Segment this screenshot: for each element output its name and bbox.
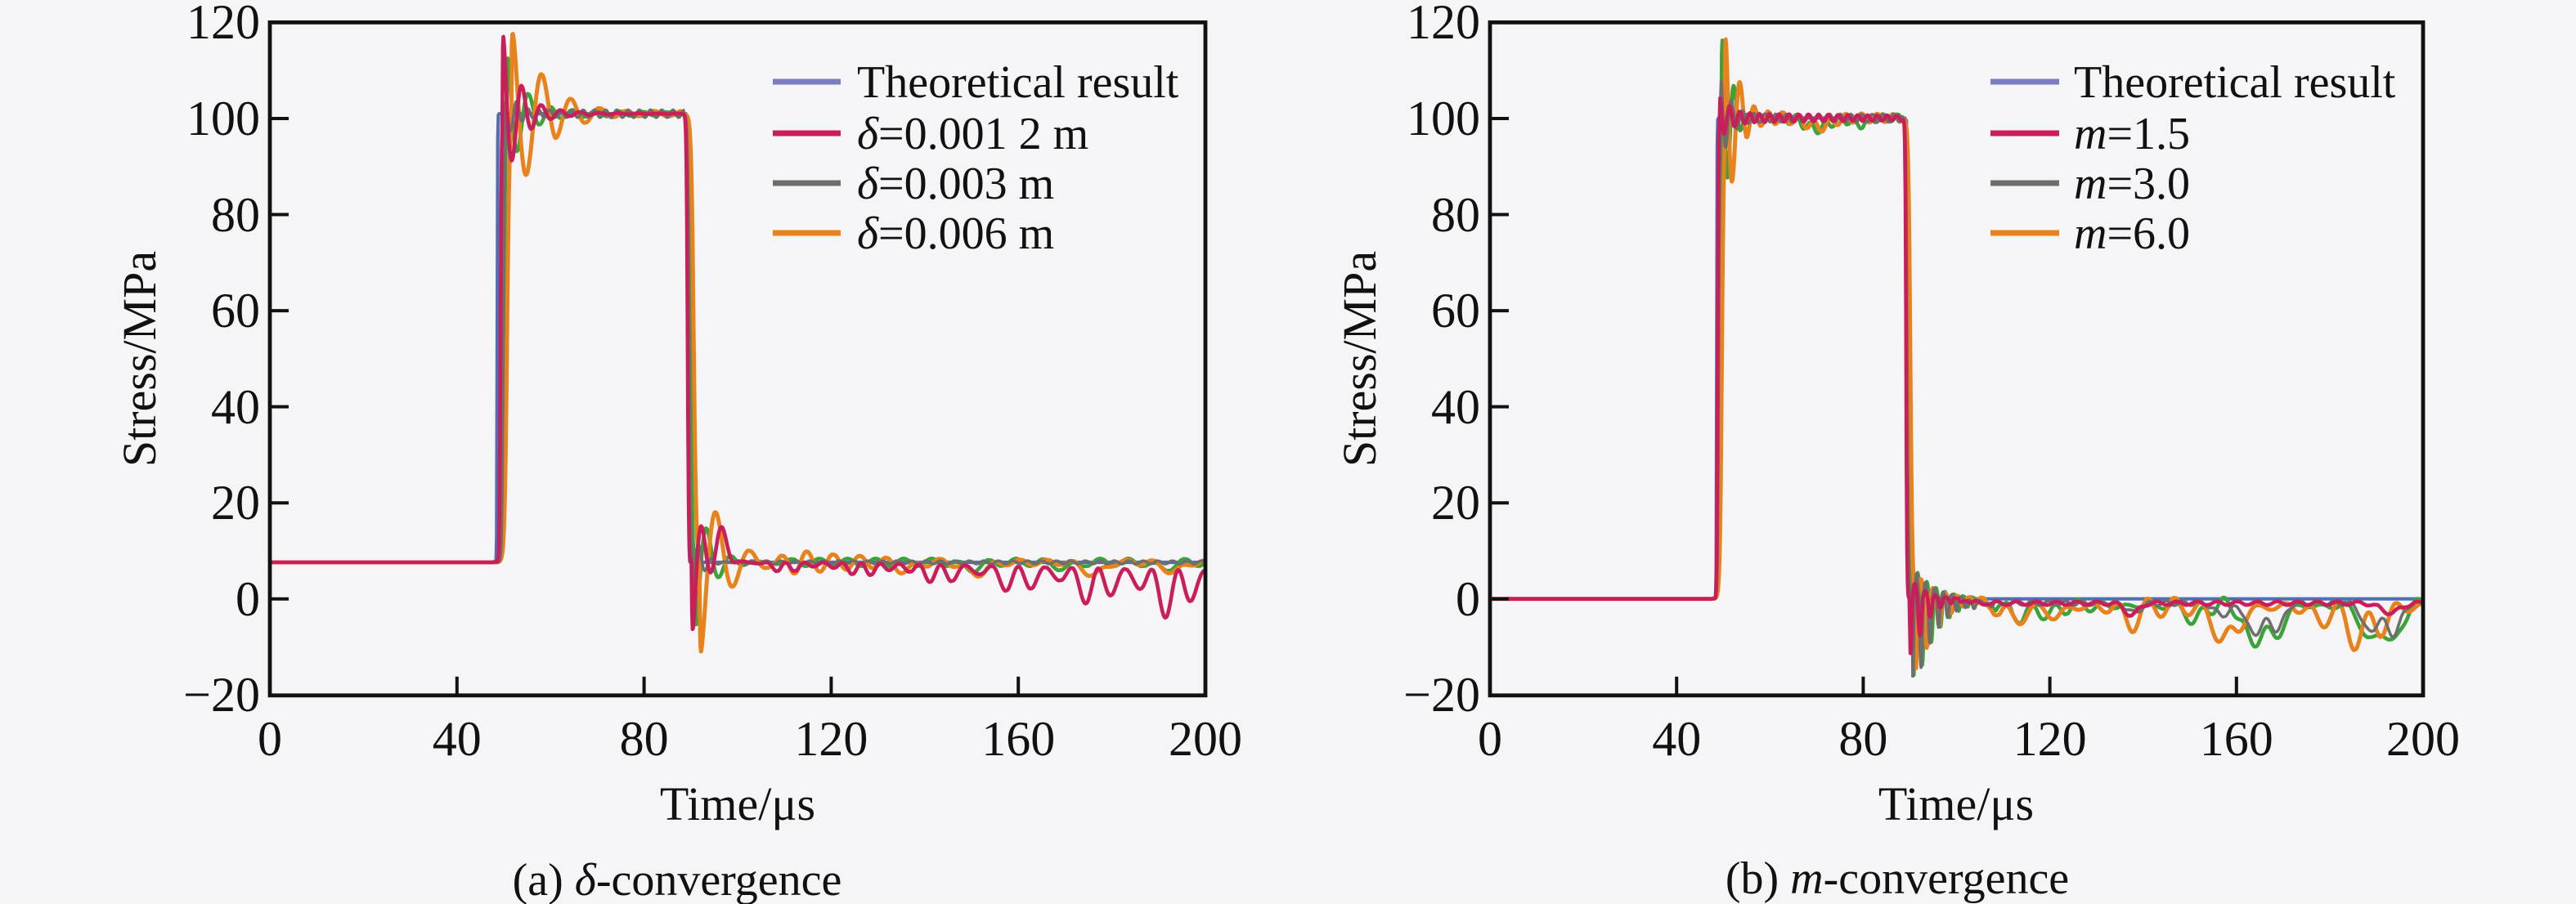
svg-text:0: 0 (258, 712, 282, 766)
svg-text:40: 40 (1431, 380, 1480, 434)
svg-text:0: 0 (236, 572, 260, 626)
svg-text:160: 160 (981, 712, 1055, 766)
svg-text:Time/μs: Time/μs (660, 777, 815, 830)
svg-text:(b) m-convergence: (b) m-convergence (1726, 853, 2069, 904)
svg-text:120: 120 (2013, 712, 2087, 766)
svg-text:200: 200 (2386, 712, 2460, 766)
svg-text:(a) δ-convergence: (a) δ-convergence (513, 855, 842, 904)
svg-text:120: 120 (794, 712, 868, 766)
svg-text:m=1.5: m=1.5 (2074, 109, 2190, 159)
svg-text:Theoretical result: Theoretical result (2074, 57, 2396, 108)
svg-text:120: 120 (1407, 0, 1480, 49)
svg-text:40: 40 (433, 712, 482, 766)
svg-text:m=6.0: m=6.0 (2074, 208, 2190, 259)
svg-text:0: 0 (1478, 712, 1502, 766)
svg-text:120: 120 (186, 0, 260, 49)
svg-text:Stress/MPa: Stress/MPa (1333, 251, 1386, 467)
svg-text:60: 60 (1431, 284, 1480, 338)
svg-text:40: 40 (1652, 712, 1701, 766)
svg-text:80: 80 (620, 712, 669, 766)
svg-text:−20: −20 (1403, 668, 1480, 722)
svg-text:40: 40 (211, 380, 260, 434)
svg-text:0: 0 (1456, 572, 1480, 626)
svg-text:δ=0.001 2 m: δ=0.001 2 m (857, 109, 1088, 159)
svg-text:20: 20 (1431, 476, 1480, 530)
svg-text:δ=0.006 m: δ=0.006 m (857, 208, 1054, 259)
svg-text:200: 200 (1169, 712, 1242, 766)
svg-text:80: 80 (1431, 188, 1480, 242)
svg-text:80: 80 (211, 188, 260, 242)
svg-text:20: 20 (211, 476, 260, 530)
svg-text:Time/μs: Time/μs (1878, 777, 2034, 830)
svg-text:160: 160 (2200, 712, 2273, 766)
svg-text:60: 60 (211, 284, 260, 338)
svg-text:100: 100 (186, 92, 260, 145)
svg-text:m=3.0: m=3.0 (2074, 159, 2190, 209)
svg-text:Theoretical result: Theoretical result (857, 57, 1179, 108)
svg-text:Stress/MPa: Stress/MPa (113, 251, 166, 467)
svg-text:80: 80 (1838, 712, 1887, 766)
svg-text:δ=0.003 m: δ=0.003 m (857, 159, 1054, 209)
svg-text:100: 100 (1407, 92, 1480, 145)
svg-text:−20: −20 (183, 668, 260, 722)
